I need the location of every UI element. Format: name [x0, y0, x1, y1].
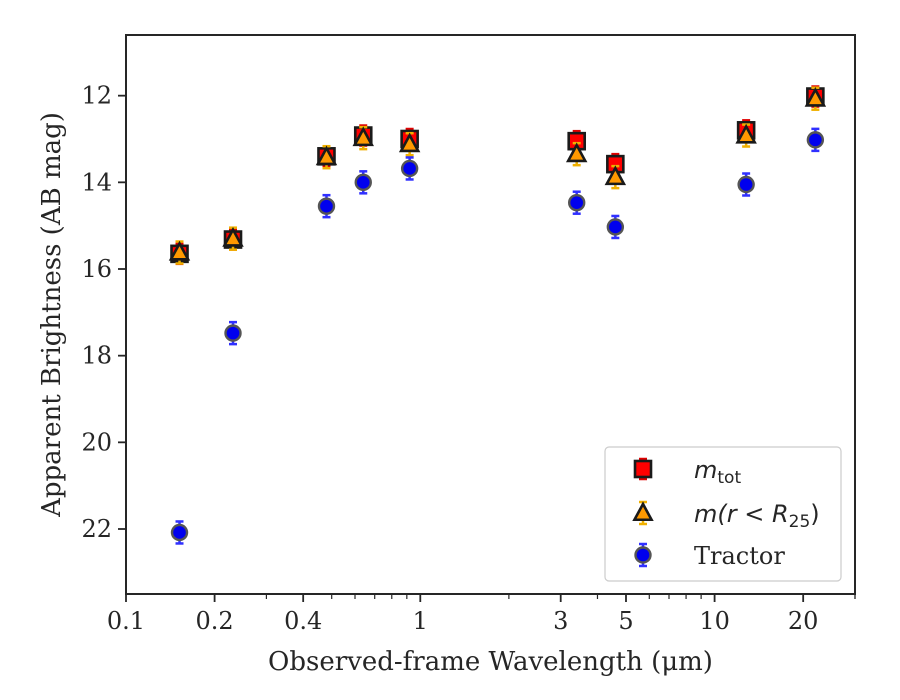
plot-marks [168, 85, 827, 545]
data-point [735, 123, 757, 148]
circle-marker [737, 175, 755, 194]
y-axis-ticks: 12 14 16 18 20 22 [81, 82, 126, 543]
legend-marker [634, 542, 652, 568]
legend-box [604, 446, 842, 582]
circle-marker [224, 324, 242, 342]
x-tick-label: 20 [788, 607, 819, 635]
x-tick-label: 0.1 [107, 607, 145, 635]
x-tick-label: 3 [553, 607, 568, 635]
circle-marker [354, 173, 372, 192]
data-point [315, 144, 338, 170]
data-point [170, 520, 189, 545]
data-point [737, 172, 755, 197]
triangle-marker [315, 145, 338, 166]
data-point [400, 156, 419, 181]
legend-label: m(r < R25) [694, 500, 820, 532]
y-tick-label: 12 [81, 82, 112, 110]
data-point [168, 240, 191, 265]
circle-marker [317, 197, 336, 215]
y-tick-label: 18 [81, 342, 112, 370]
x-tick-label: 5 [618, 607, 633, 635]
square-marker [633, 459, 653, 479]
data-point [224, 320, 242, 346]
triangle-marker [604, 165, 627, 186]
legend: mtot m(r < R25) Tractor [604, 446, 842, 582]
x-tick-label: 0.2 [196, 607, 234, 635]
triangle-marker [804, 86, 827, 107]
y-tick-label: 20 [81, 428, 112, 456]
data-point [398, 131, 421, 157]
series-m-r-lt-r25 [168, 86, 827, 265]
x-axis-label: Observed-frame Wavelength (μm) [268, 647, 713, 677]
data-point [352, 125, 374, 151]
triangle-marker [222, 226, 244, 247]
circle-marker [806, 131, 825, 149]
circle-marker [606, 218, 625, 236]
data-point [606, 214, 625, 240]
data-point [354, 170, 372, 195]
circle-marker [170, 523, 189, 542]
legend-marker [632, 500, 654, 526]
legend-label: Tractor [694, 542, 785, 570]
series-tractor [170, 127, 825, 545]
y-tick-label: 22 [81, 515, 112, 543]
triangle-marker [352, 126, 374, 147]
data-point [568, 190, 586, 215]
triangle-marker [168, 240, 191, 261]
circle-marker [568, 193, 586, 212]
x-tick-label: 10 [699, 607, 730, 635]
y-tick-label: 14 [81, 168, 112, 196]
data-point [804, 86, 827, 111]
legend-marker [633, 457, 653, 481]
plot-frame [125, 34, 856, 595]
triangle-marker [398, 132, 421, 153]
triangle-marker [565, 142, 588, 163]
legend-label: mtot [694, 456, 741, 488]
x-axis-ticks: 0.1 0.2 0.4 1 3 5 10 20 [107, 594, 856, 635]
triangle-marker [632, 501, 654, 522]
data-point [317, 193, 336, 219]
triangle-marker [735, 123, 757, 144]
x-tick-label: 0.4 [284, 607, 322, 635]
y-tick-label: 16 [81, 255, 112, 283]
circle-marker [400, 159, 419, 178]
data-point [604, 164, 627, 190]
data-point [222, 226, 244, 251]
x-tick-label: 1 [413, 607, 428, 635]
circle-marker [634, 546, 652, 564]
data-point [565, 141, 588, 167]
data-point [806, 127, 825, 153]
y-axis-label: Apparent Brightness (AB mag) [37, 112, 67, 518]
series-mtot [170, 85, 825, 266]
